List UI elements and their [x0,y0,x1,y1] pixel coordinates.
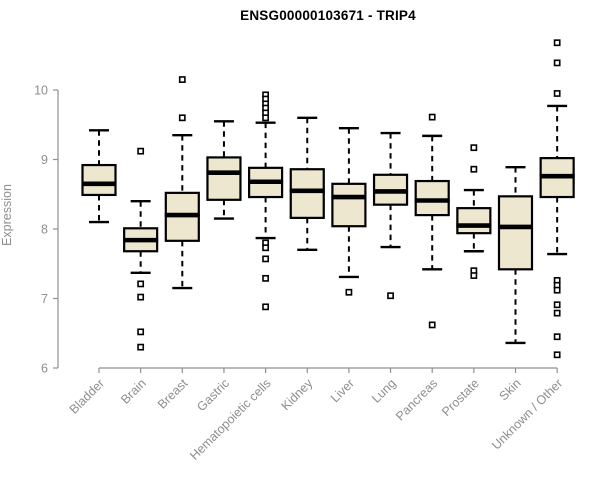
outlier-point [553,351,561,359]
box-gastric [206,156,242,201]
y-tick-label: 7 [41,292,48,306]
outlier-point [553,286,561,294]
outlier-point [553,90,561,97]
outlier-point [262,274,269,282]
x-tick-label: Gastric [194,376,232,414]
outlier-point [553,39,561,47]
x-tick-label: Pancreas [393,376,440,423]
outlier-point [262,303,269,311]
box-kidney [289,168,325,219]
chart-title: ENSG00000103671 - TRIP4 [240,8,416,23]
outlier-point [553,301,561,309]
outlier-point [178,114,186,122]
outlier-point [470,272,478,279]
outlier-point [178,76,186,83]
x-tick-label: Lung [369,376,399,406]
y-tick-label: 6 [41,362,48,376]
outlier-point [387,292,394,300]
outlier-point [553,309,561,317]
outlier-point [262,114,269,122]
outlier-point [428,321,436,329]
outlier-point [262,255,269,263]
x-tick-label: Prostate [439,376,482,419]
x-tick-label: Bladder [67,376,107,416]
y-tick-label: 9 [41,153,48,167]
y-tick-label: 10 [34,84,48,98]
x-tick-label: Liver [328,376,357,405]
x-tick-label: Skin [497,376,524,403]
box-pancreas [414,179,450,217]
outlier-point [553,333,561,341]
y-tick-label: 8 [41,223,48,237]
x-tick-label: Kidney [278,376,315,413]
outlier-point [137,280,145,288]
outlier-point [428,113,436,121]
box-bladder [81,163,117,197]
outlier-point [262,244,269,252]
outlier-point [553,59,561,67]
x-tick-label: Brain [118,376,149,407]
box-prostate [456,207,492,235]
outlier-point [137,343,145,351]
outlier-point [345,288,353,296]
outlier-point [137,293,145,301]
outlier-point [137,147,145,155]
outlier-point [470,144,478,152]
x-tick-label: Hematopoietic cells [187,376,274,463]
x-tick-label: Breast [155,376,191,412]
outlier-point [137,328,145,336]
box-skin [497,195,534,271]
box-liver [331,182,367,228]
outlier-point [470,165,478,173]
x-tick-label: Unknown / Other [489,376,565,452]
